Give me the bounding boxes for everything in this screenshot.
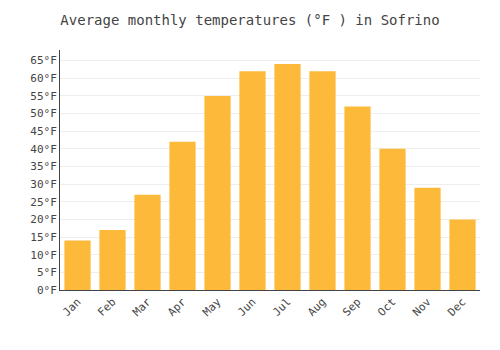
svg-text:45°F: 45°F xyxy=(30,125,57,138)
svg-text:15°F: 15°F xyxy=(30,231,57,244)
svg-text:Apr: Apr xyxy=(165,295,189,319)
svg-text:5°F: 5°F xyxy=(37,266,57,279)
svg-text:Jun: Jun xyxy=(235,296,258,319)
svg-text:55°F: 55°F xyxy=(30,90,57,103)
svg-text:20°F: 20°F xyxy=(30,213,57,226)
svg-text:Dec: Dec xyxy=(445,296,468,319)
svg-text:Nov: Nov xyxy=(410,295,434,319)
svg-text:Jan: Jan xyxy=(60,296,83,319)
svg-text:50°F: 50°F xyxy=(30,107,57,120)
svg-text:Average monthly temperatures (: Average monthly temperatures (°F ) in So… xyxy=(60,12,439,28)
svg-text:25°F: 25°F xyxy=(30,196,57,209)
svg-text:Jul: Jul xyxy=(270,296,293,319)
svg-text:30°F: 30°F xyxy=(30,178,57,191)
svg-text:Oct: Oct xyxy=(375,296,398,319)
svg-text:65°F: 65°F xyxy=(30,54,57,67)
svg-text:May: May xyxy=(200,295,224,319)
svg-text:35°F: 35°F xyxy=(30,160,57,173)
svg-text:Feb: Feb xyxy=(95,296,118,319)
svg-text:Aug: Aug xyxy=(305,296,328,319)
svg-text:10°F: 10°F xyxy=(30,249,57,262)
svg-text:Sep: Sep xyxy=(340,296,363,319)
svg-text:60°F: 60°F xyxy=(30,72,57,85)
svg-text:Mar: Mar xyxy=(130,295,154,319)
svg-text:40°F: 40°F xyxy=(30,143,57,156)
svg-text:0°F: 0°F xyxy=(37,284,57,297)
